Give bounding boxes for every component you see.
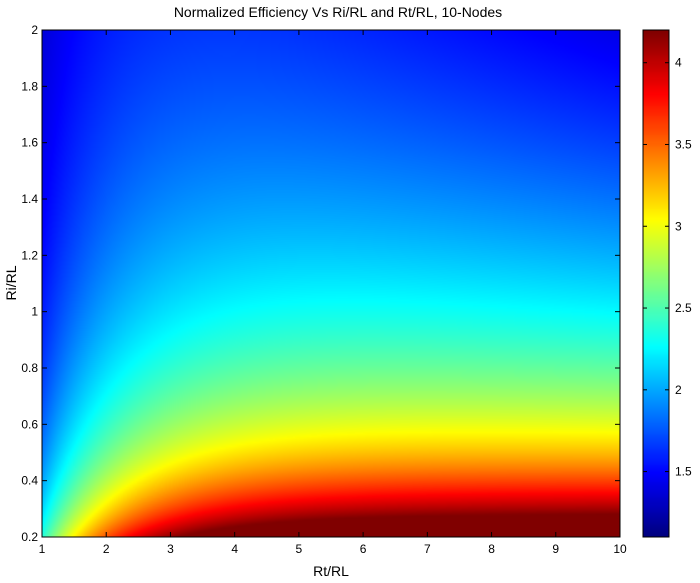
x-tick-label: 9 bbox=[552, 542, 559, 556]
x-tick-label: 6 bbox=[360, 542, 367, 556]
x-tick-label: 10 bbox=[613, 542, 627, 556]
x-tick-label: 5 bbox=[296, 542, 303, 556]
x-tick-label: 1 bbox=[39, 542, 46, 556]
x-axis: 1 2 3 4 5 6 7 8 9 10 bbox=[39, 30, 627, 556]
colorbar-tick-label: 3.5 bbox=[675, 137, 692, 151]
colorbar: 1.5 2 2.5 3 3.5 4 bbox=[642, 29, 692, 538]
plot-frame bbox=[41, 29, 621, 538]
colorbar-frame bbox=[642, 29, 670, 538]
colorbar-ticks: 1.5 2 2.5 3 3.5 4 bbox=[643, 56, 692, 479]
y-tick-label: 1.6 bbox=[21, 136, 38, 150]
heatmap-surface bbox=[42, 30, 620, 537]
x-tick-label: 2 bbox=[103, 542, 110, 556]
colorbar-tick-label: 4 bbox=[675, 56, 682, 70]
colorbar-tick-label: 1.5 bbox=[675, 465, 692, 479]
chart-title: Normalized Efficiency Vs Ri/RL and Rt/RL… bbox=[174, 4, 502, 20]
x-tick-label: 8 bbox=[488, 542, 495, 556]
y-tick-label: 2 bbox=[31, 23, 38, 37]
colorbar-gradient bbox=[643, 30, 669, 537]
colorbar-tick-label: 3 bbox=[675, 219, 682, 233]
y-tick-label: 1.8 bbox=[21, 79, 38, 93]
x-tick-label: 4 bbox=[231, 542, 238, 556]
y-tick-label: 0.2 bbox=[21, 530, 38, 544]
y-axis: 0.2 0.4 0.6 0.8 1 1.2 1.4 1.6 1.8 2 bbox=[21, 23, 620, 544]
y-tick-label: 0.6 bbox=[21, 417, 38, 431]
colorbar-tick-label: 2.5 bbox=[675, 301, 692, 315]
y-tick-label: 1.4 bbox=[21, 192, 38, 206]
y-tick-label: 1 bbox=[31, 305, 38, 319]
plot-area: 1 2 3 4 5 6 7 8 9 10 0.2 0.4 0.6 0.8 1 1.2 1.4 1.6 1.8 2 bbox=[21, 23, 627, 556]
y-tick-label: 0.4 bbox=[21, 474, 38, 488]
x-tick-label: 3 bbox=[167, 542, 174, 556]
y-tick-label: 1.2 bbox=[21, 248, 38, 262]
y-tick-label: 0.8 bbox=[21, 361, 38, 375]
x-tick-label: 7 bbox=[424, 542, 431, 556]
x-axis-label: Rt/RL bbox=[313, 563, 349, 579]
colorbar-tick-label: 2 bbox=[675, 383, 682, 397]
y-axis-label: Ri/RL bbox=[3, 265, 19, 300]
